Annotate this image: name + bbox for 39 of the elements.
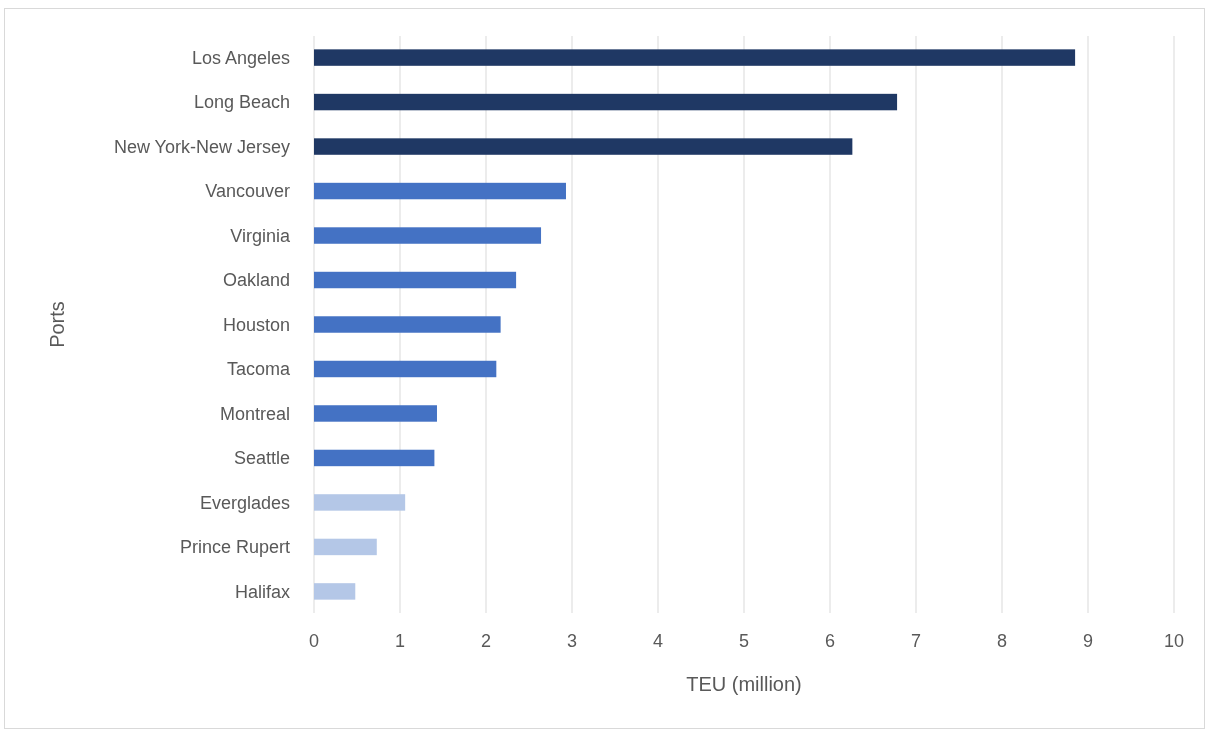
bar: [314, 405, 437, 422]
x-tick-label: 10: [1163, 631, 1185, 651]
y-tick-label: Montreal: [219, 403, 290, 424]
x-tick-label: 5: [738, 631, 750, 651]
x-tick-label: 7: [910, 631, 922, 651]
y-tick-label: Prince Rupert: [179, 537, 290, 558]
y-tick-label: Vancouver: [205, 181, 290, 202]
bar: [314, 316, 501, 333]
y-axis-title: Ports: [46, 301, 68, 348]
bar: [314, 49, 1076, 66]
y-tick-label: Long Beach: [193, 92, 290, 113]
x-axis-title: TEU (million): [686, 673, 802, 695]
bar: [314, 583, 356, 600]
y-tick-label: Halifax: [234, 581, 290, 602]
y-tick-label: Oakland: [222, 270, 290, 291]
y-tick-label: Everglades: [199, 492, 290, 513]
x-tick-label: 2: [480, 631, 492, 651]
y-tick-label: Virginia: [230, 225, 291, 246]
bar: [314, 271, 517, 289]
x-tick-label: 3: [566, 631, 578, 651]
bar: [314, 494, 406, 511]
bar: [314, 227, 542, 244]
y-tick-label: New York-New Jersey: [113, 136, 290, 157]
y-tick-label: Tacoma: [226, 359, 291, 380]
y-tick-label: Houston: [222, 314, 290, 335]
bar: [314, 538, 377, 556]
bar: [314, 449, 435, 467]
bar: [314, 360, 497, 378]
x-tick-label: 6: [824, 631, 836, 651]
bar: [314, 138, 853, 155]
x-tick-label: 0: [308, 631, 320, 651]
x-tick-label: 8: [996, 631, 1008, 651]
x-tick-label: 4: [652, 631, 664, 651]
bar: [314, 182, 566, 200]
bar: [314, 93, 898, 111]
x-tick-label: 9: [1082, 631, 1094, 651]
x-tick-label: 1: [394, 631, 406, 651]
y-tick-label: Seattle: [233, 448, 290, 469]
y-tick-label: Los Angeles: [191, 47, 290, 68]
